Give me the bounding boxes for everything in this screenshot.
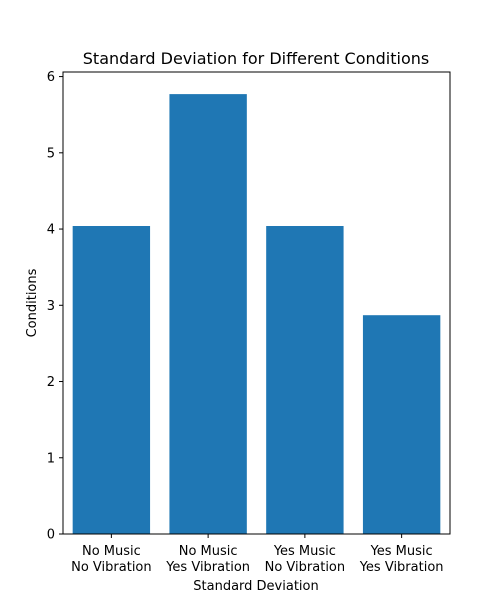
bar-3 (362, 315, 441, 534)
x-axis-label: Standard Deviation (193, 579, 318, 594)
y-tick-label-1: 1 (47, 451, 55, 466)
y-tick-label-3: 3 (47, 299, 55, 314)
bar-0 (72, 226, 151, 534)
y-axis: 0 1 2 3 4 5 6 (47, 70, 63, 543)
x-tick-label-3-1: Yes Vibration (359, 560, 444, 575)
y-tick-label-5: 5 (47, 146, 55, 161)
plot-frame (62, 71, 451, 535)
bars-group (72, 94, 441, 535)
x-tick-label-1-1: Yes Vibration (165, 560, 250, 575)
x-tick-label-0-1: No Vibration (71, 560, 152, 575)
bar-2 (266, 226, 344, 534)
x-tick-label-2-0: Yes Music (273, 544, 336, 559)
y-tick-label-2: 2 (47, 375, 55, 390)
y-axis-label: Conditions (25, 268, 40, 337)
x-tick-label-3-0: Yes Music (370, 544, 433, 559)
y-tick-label-6: 6 (47, 70, 55, 85)
chart-title: Standard Deviation for Different Conditi… (83, 49, 429, 68)
bar-1 (169, 94, 247, 535)
x-tick-label-0-0: No Music (82, 544, 141, 559)
y-tick-label-4: 4 (47, 223, 55, 238)
y-tick-label-0: 0 (47, 528, 55, 543)
x-tick-label-2-1: No Vibration (265, 560, 346, 575)
x-tick-label-1-0: No Music (179, 544, 238, 559)
